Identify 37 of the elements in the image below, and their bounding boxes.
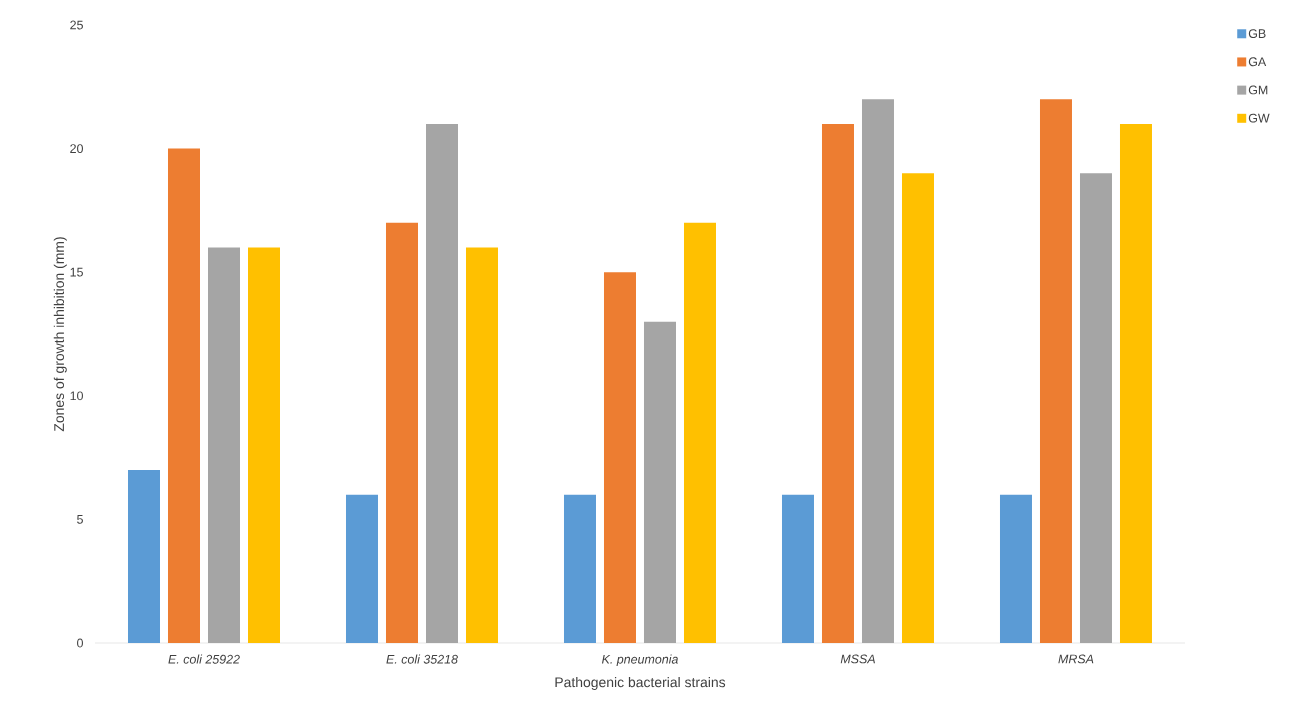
bar [999, 494, 1032, 643]
y-axis-title: Zones of growth inhibition (mm) [53, 237, 67, 432]
y-tick-label: 5 [77, 515, 83, 524]
bar [426, 123, 458, 643]
bar [861, 99, 894, 643]
legend-label: GA [1248, 57, 1267, 67]
x-tick-label: E. coli 35218 [386, 654, 458, 664]
x-tick-label: MRSA [1058, 654, 1094, 664]
bar [1119, 123, 1152, 643]
legend-label: GB [1248, 29, 1266, 38]
bar [466, 247, 498, 643]
y-tick-label: 0 [77, 638, 83, 648]
legend-label: GM [1248, 85, 1268, 95]
bar [168, 148, 200, 643]
y-tick-label: 15 [70, 267, 83, 277]
bar [603, 272, 636, 643]
bar [385, 222, 418, 643]
x-tick-label: MSSA [840, 654, 875, 664]
bar [901, 173, 934, 643]
bar [643, 321, 676, 643]
bar [248, 247, 280, 643]
bar [128, 469, 160, 643]
bar [1039, 99, 1072, 643]
bar [683, 222, 716, 643]
legend-label: GW [1248, 113, 1270, 123]
bar [781, 494, 814, 643]
y-tick-label: 20 [70, 144, 83, 154]
x-tick-label: E. coli 25922 [168, 654, 240, 664]
bar [1079, 173, 1112, 643]
bar [821, 123, 854, 643]
bar [208, 247, 240, 643]
x-tick-label: K. pneumonia [601, 654, 678, 667]
y-tick-label: 25 [70, 20, 83, 30]
bar [563, 494, 596, 643]
x-axis-title: Pathogenic bacterial strains [555, 676, 726, 690]
y-tick-label: 10 [70, 391, 83, 401]
bar [345, 494, 378, 643]
